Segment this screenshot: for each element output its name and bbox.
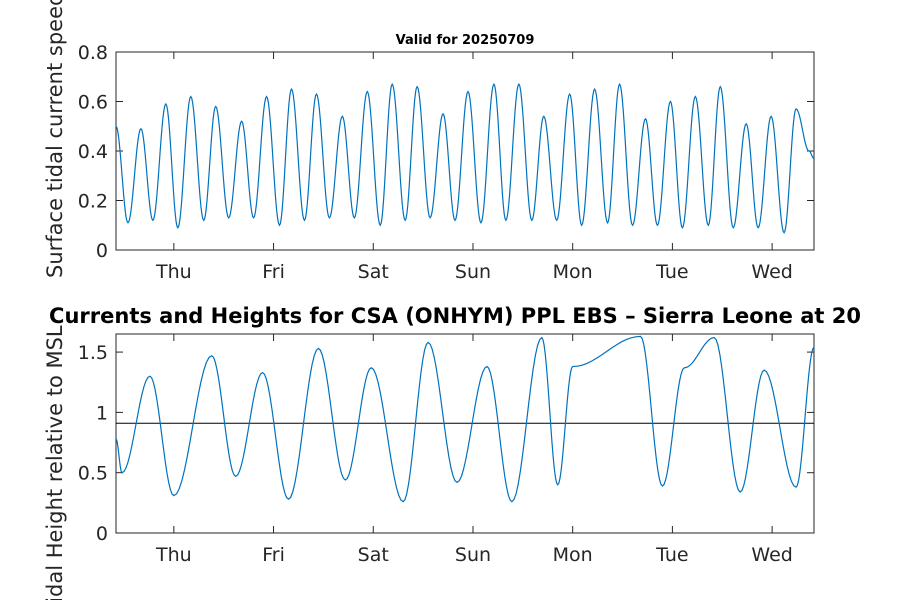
x-tick-label: Sun xyxy=(455,261,491,283)
x-tick-label: Wed xyxy=(751,261,792,283)
y-tick-label: 0.8 xyxy=(78,42,108,64)
x-tick-label: Tue xyxy=(655,544,688,566)
y-tick-label: 0 xyxy=(96,523,108,545)
tidal-height-series-line xyxy=(115,335,815,503)
current-speed-chart-title: Valid for 20250709 xyxy=(396,33,535,48)
x-tick-label: Fri xyxy=(262,544,285,566)
y-tick-label: 1.5 xyxy=(78,342,108,364)
y-tick-label: 0.2 xyxy=(78,191,108,213)
current-speed-series-line xyxy=(115,82,815,234)
x-tick-label: Thu xyxy=(155,261,192,283)
y-tick-label: 0.4 xyxy=(78,141,108,163)
x-tick-label: Wed xyxy=(751,544,792,566)
y-tick-label: 0.5 xyxy=(78,463,108,485)
current-speed-axes: 0 0.2 0.4 0.6 0.8 Thu Fri Sat Sun Mon Tue Wed Vali… xyxy=(78,33,815,283)
y-tick-label: 0.6 xyxy=(78,92,108,114)
x-tick-label: Sat xyxy=(358,544,389,566)
x-tick-label: Mon xyxy=(553,544,593,566)
tidal-height-ylabel: Tidal Height relative to MSL xyxy=(43,325,67,600)
tidal-height-axes: 0 0.5 1 1.5 Thu Fri Sat Sun Mon Tue Wed xyxy=(78,333,815,566)
x-tick-label: Mon xyxy=(553,261,593,283)
y-tick-label: 0 xyxy=(96,240,108,262)
x-tick-label: Tue xyxy=(655,261,688,283)
y-tick-label: 1 xyxy=(96,402,108,424)
current-speed-plot-area xyxy=(115,51,815,251)
current-speed-ylabel: Surface tidal current speed, kn xyxy=(43,0,67,278)
x-tick-label: Fri xyxy=(262,261,285,283)
tidal-height-plot-area xyxy=(115,333,815,534)
x-tick-label: Sat xyxy=(358,261,389,283)
x-tick-label: Sun xyxy=(455,544,491,566)
x-tick-label: Thu xyxy=(155,544,192,566)
figure-title: Currents and Heights for CSA (ONHYM) PPL… xyxy=(49,304,861,328)
